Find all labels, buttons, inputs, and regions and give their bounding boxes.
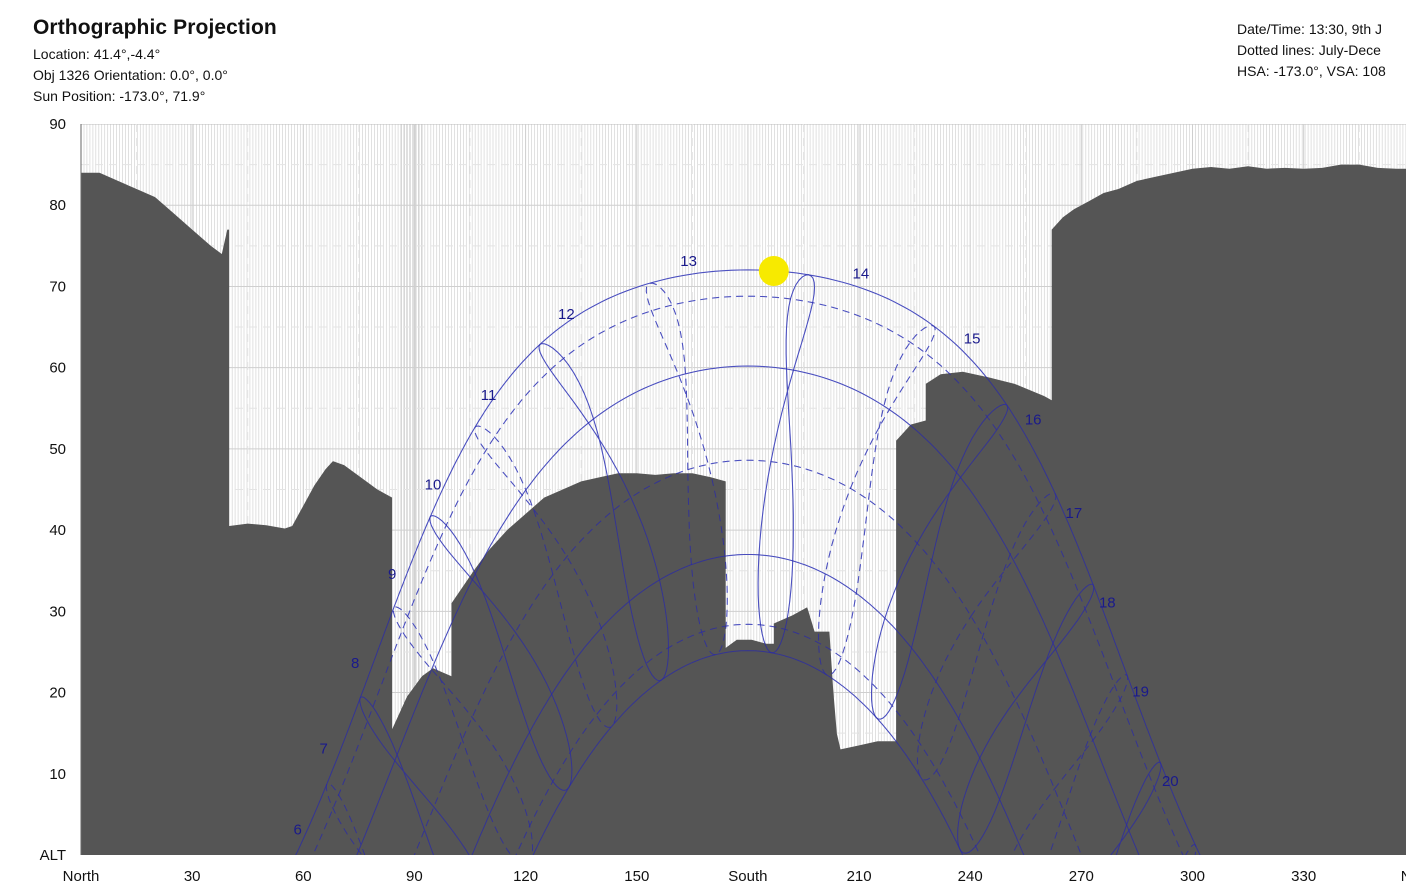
y-tick-label: 50 (49, 441, 66, 458)
hour-path-obstructed (957, 583, 1095, 854)
x-tick-label: 30 (184, 868, 201, 882)
hour-path-obstructed (916, 492, 1057, 781)
hour-label-14: 14 (853, 265, 870, 282)
hour-path-obstructed (1110, 761, 1162, 855)
x-tick-label: 270 (1069, 868, 1094, 882)
sun-position-text: Sun Position: -173.0°, 71.9° (33, 88, 206, 104)
y-tick-label: ALT (40, 847, 66, 864)
x-tick-label: 120 (513, 868, 538, 882)
x-tick-label: 60 (295, 868, 312, 882)
sun-marker (758, 256, 789, 286)
hour-labels: 6 7 8 9 10 11 12 13 14 15 16 17 18 19 20 (294, 253, 1179, 839)
hour-path-obstructed (1011, 674, 1129, 855)
hour-path-obstructed (870, 404, 1009, 720)
chart-title: Orthographic Projection (33, 16, 277, 39)
sun-paths-obstructed (295, 269, 1201, 855)
sky-view-hatch (81, 124, 1406, 749)
x-tick-label: 330 (1291, 868, 1316, 882)
x-tick-label: North (63, 868, 100, 882)
y-tick-label: 90 (49, 116, 66, 133)
hour-label-7: 7 (320, 741, 328, 758)
x-tick-label: 240 (958, 868, 983, 882)
x-tick-label: 90 (406, 868, 423, 882)
declination-path-obstructed (356, 365, 1140, 855)
datetime-text: Date/Time: 13:30, 9th J (1237, 21, 1382, 37)
hour-path-obstructed (359, 696, 470, 855)
hour-path-obstructed (757, 274, 816, 654)
location-text: Location: 41.4°,-4.4° (33, 46, 161, 62)
hour-path-obstructed (817, 324, 936, 676)
obstruction-area (81, 164, 1406, 855)
x-tick-label: 150 (624, 868, 649, 882)
chart-header: Orthographic Projection Location: 41.4°,… (33, 16, 277, 107)
hour-label-12: 12 (558, 306, 575, 323)
dotted-lines-text: Dotted lines: July-Dece (1237, 42, 1381, 58)
hour-label-20: 20 (1162, 773, 1179, 790)
hour-label-18: 18 (1099, 594, 1116, 611)
hour-label-8: 8 (351, 655, 359, 672)
hour-label-9: 9 (388, 566, 396, 583)
y-tick-label: 20 (49, 685, 66, 702)
hour-path-obstructed (392, 606, 534, 855)
declination-path-obstructed (413, 459, 1082, 855)
hour-path-obstructed (538, 343, 670, 682)
x-tick-label: 300 (1180, 868, 1205, 882)
hour-path-obstructed (1185, 843, 1197, 855)
chart-info-right: Date/Time: 13:30, 9th J Dotted lines: Ju… (1237, 19, 1386, 82)
hour-label-15: 15 (964, 330, 981, 347)
declination-path-obstructed (532, 650, 964, 855)
hour-label-11: 11 (481, 387, 497, 404)
x-tick-label: 210 (847, 868, 872, 882)
y-tick-label: 60 (49, 360, 66, 377)
hour-label-6: 6 (294, 822, 302, 839)
y-tick-label: 10 (49, 766, 66, 783)
hour-label-16: 16 (1025, 412, 1042, 429)
y-tick-label: 40 (49, 522, 66, 539)
hour-path-obstructed (429, 515, 573, 791)
y-axis-ticks: 90 80 70 60 50 40 30 20 10 ALT (40, 116, 66, 864)
x-tick-label: South (728, 868, 767, 882)
declination-path-obstructed (312, 295, 1184, 855)
declination-path-obstructed (515, 623, 981, 855)
y-tick-label: 80 (49, 197, 66, 214)
hour-path-obstructed (325, 783, 366, 855)
hour-label-13: 13 (680, 253, 697, 270)
hour-label-19: 19 (1132, 684, 1149, 701)
y-tick-label: 70 (49, 278, 66, 295)
declination-path-obstructed (295, 269, 1201, 855)
y-tick-label: 30 (49, 603, 66, 620)
orientation-text: Obj 1326 Orientation: 0.0°, 0.0° (33, 67, 228, 83)
x-axis-ticks: North 30 60 90 120 150 South 210 240 270 300 330 No (63, 868, 1406, 882)
hour-label-17: 17 (1066, 505, 1083, 522)
declination-path-obstructed (471, 554, 1025, 855)
x-tick-label: No (1401, 868, 1406, 882)
hour-path-obstructed (645, 282, 728, 656)
hsa-vsa-text: HSA: -173.0°, VSA: 108 (1237, 63, 1386, 79)
hour-label-10: 10 (425, 477, 442, 494)
